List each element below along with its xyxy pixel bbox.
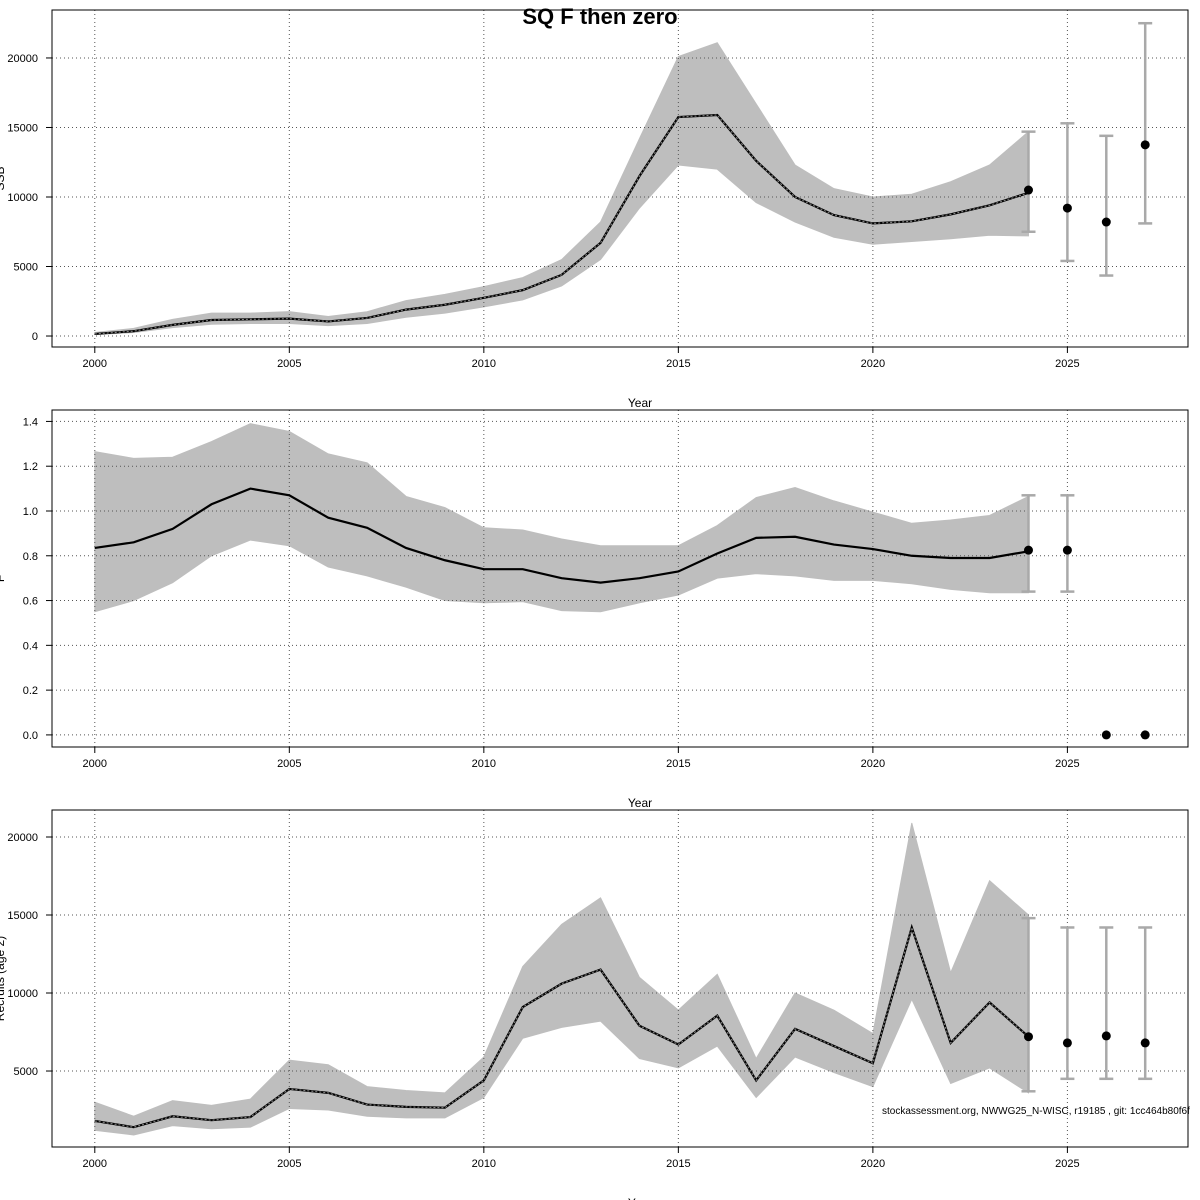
y-tick-label: 20000 [7,832,38,844]
panel-1: 2000 2005 2010 2015 2020 2025 0 5000 10000 15000 2… [0,9,1189,410]
forecast-point [1062,1038,1072,1048]
forecast-point [1023,545,1033,555]
y-axis-label: Recruits (age 2) [0,936,7,1021]
y-tick-label: 1.4 [23,416,38,428]
confidence-band [94,423,1029,613]
estimate-line-dash [94,925,1029,1128]
y-tick-label: 0.4 [23,640,38,652]
forecast-point [1062,545,1072,555]
y-tick-label: 10000 [7,988,38,1000]
plot-area [52,10,1188,347]
panel-3: 2000 2005 2010 2015 2020 2025 5000 10000 15000 20… [0,809,1189,1200]
x-tick-label: 2025 [1055,358,1079,370]
y-tick-label: 5000 [14,1066,38,1078]
forecast-point [1140,140,1150,150]
y-tick-label: 0 [32,331,38,343]
y-tick-label: 20000 [7,53,38,65]
forecast-point [1140,730,1150,740]
x-axis-label: Year [628,796,652,810]
y-tick-label: 10000 [7,192,38,204]
x-tick-label: 2010 [472,1158,496,1170]
x-axis-label: Year [628,396,652,410]
forecast-point [1023,1032,1033,1042]
plot-frame [51,809,1189,1148]
y-axis-label: SSB [0,166,7,190]
y-tick-label: 1.2 [23,461,38,473]
x-tick-label: 2020 [861,1158,885,1170]
x-tick-label: 2020 [861,758,885,770]
x-tick-label: 2025 [1055,758,1079,770]
y-tick-label: 0.6 [23,596,38,608]
plot-frame [51,409,1189,748]
forecast-point [1101,1031,1111,1041]
y-tick-label: 0.2 [23,685,38,697]
confidence-band [94,42,1029,336]
plot-area [52,410,1188,747]
x-tick-label: 2000 [83,358,107,370]
y-tick-label: 15000 [7,122,38,134]
y-tick-label: 0.0 [23,730,38,742]
panel-2: 2000 2005 2010 2015 2020 2025 0.0 0.2 0.4 0.6 0.8 1… [0,409,1189,810]
x-tick-label: 2020 [861,358,885,370]
x-tick-label: 2015 [666,758,690,770]
x-tick-label: 2005 [277,1158,301,1170]
x-tick-label: 2000 [83,758,107,770]
x-tick-label: 2005 [277,758,301,770]
plot-frame [51,9,1189,348]
forecast-point [1101,217,1111,227]
forecast-point [1101,730,1111,740]
y-tick-label: 0.8 [23,551,38,563]
y-tick-label: 1.0 [23,506,38,518]
estimate-line-dash [94,114,1029,335]
confidence-band [94,822,1029,1136]
y-axis-label: F [0,575,7,582]
x-tick-label: 2005 [277,358,301,370]
footer-text: stockassessment.org, NWWG25_N-WISC, r191… [882,1106,1190,1117]
x-tick-label: 2010 [472,358,496,370]
forecast-point [1023,185,1033,195]
x-tick-label: 2025 [1055,1158,1079,1170]
x-tick-label: 2010 [472,758,496,770]
chart-title: SQ F then zero [522,4,677,29]
x-tick-label: 2015 [666,358,690,370]
forecast-point [1140,1038,1150,1048]
x-axis-label: Year [628,1196,652,1200]
y-tick-label: 15000 [7,910,38,922]
estimate-line [94,487,1029,584]
x-tick-label: 2000 [83,1158,107,1170]
forecast-point [1062,203,1072,213]
y-tick-label: 5000 [14,262,38,274]
plot-area [52,810,1188,1147]
x-tick-label: 2015 [666,1158,690,1170]
